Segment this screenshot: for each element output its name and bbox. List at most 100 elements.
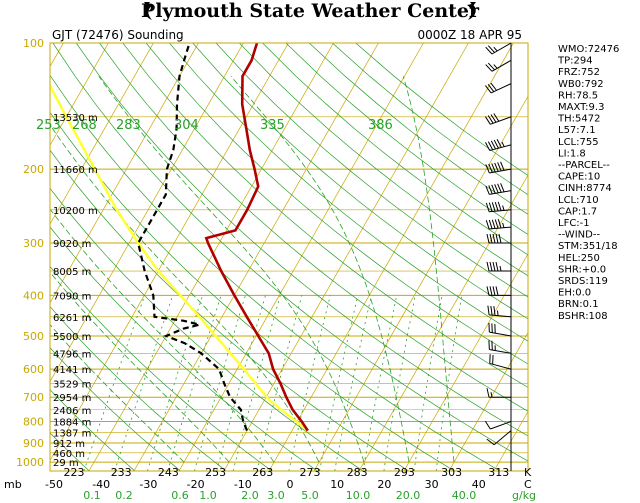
isotherm-line: [178, 43, 424, 471]
dry-adiabat-line: [262, 43, 528, 256]
wind-barb-flag: [489, 233, 493, 244]
temperature-tick-label: 20: [377, 478, 391, 491]
wind-barb: [485, 161, 512, 174]
index-line: LI:1.8: [558, 148, 586, 159]
kelvin-tick-label: 243: [158, 466, 179, 479]
index-line: CINH:8774: [558, 183, 612, 194]
dry-adiabat-line: [75, 43, 528, 437]
wind-barb-flag: [488, 219, 493, 229]
wind-barb-staff: [489, 209, 512, 213]
kelvin-tick-label: 233: [111, 466, 132, 479]
title-logo-right: [467, 2, 476, 20]
wind-barb-staff: [490, 421, 512, 430]
wind-barb-staff: [490, 83, 512, 94]
wind-barb: [484, 113, 512, 125]
pressure-axis-label: mb: [4, 478, 22, 491]
pressure-tick-label: 900: [23, 437, 44, 450]
sounding-traces: [50, 43, 309, 432]
kelvin-tick-label: 223: [64, 466, 85, 479]
temperature-tick-label: -20: [187, 478, 205, 491]
temperature-tick-label: -10: [234, 478, 252, 491]
dry-adiabat-line: [99, 43, 528, 412]
height-label: 7090 m: [53, 291, 91, 302]
dry-adiabat-line: [122, 43, 528, 388]
wind-barb-staff: [489, 168, 512, 174]
index-line: L57:7.1: [558, 125, 596, 136]
dry-adiabat-line: [50, 432, 90, 471]
index-line: HEL:250: [558, 253, 600, 264]
wind-barb-flag: [485, 202, 490, 212]
wind-barb-staff: [491, 59, 512, 72]
wind-barb-flag: [499, 265, 502, 272]
wind-barb-flag: [485, 64, 493, 72]
height-label: 11660 m: [53, 165, 98, 176]
wind-barb: [485, 219, 512, 230]
wind-barb-flag: [491, 219, 496, 229]
indices-panel: WMO:72476TP:294FRZ:752WB0:792RH:78.5MAXT…: [557, 44, 619, 322]
temperature-tick-label: 30: [425, 478, 439, 491]
plot-frame: [49, 42, 529, 472]
wind-barb-flag: [500, 161, 505, 171]
wind-barb-flag: [493, 113, 500, 122]
mixing-ratio-line: [413, 295, 443, 471]
moist-adiabat-line: [50, 271, 230, 463]
mixing-ratio-tick-label: 20.0: [396, 489, 421, 502]
mixing-ratio-line: [114, 295, 174, 471]
pressure-tick-label: 700: [23, 391, 44, 404]
wind-barb-flag: [490, 82, 497, 91]
index-line: CAPE:10: [558, 172, 600, 183]
wind-barb-flag: [487, 84, 495, 92]
height-label: 460 m: [53, 449, 85, 460]
isotherm-grid: [50, 43, 528, 471]
kelvin-axis: 223 233 243 253 263 273 283 293 303 313: [64, 466, 510, 479]
kelvin-tick-label: 283: [347, 466, 368, 479]
wind-barb-flag: [490, 114, 497, 123]
wind-barb: [488, 340, 512, 354]
wind-barb-flag: [497, 201, 502, 211]
wind-barb-flag: [491, 163, 496, 173]
index-line: SHR:+0.0: [558, 264, 606, 275]
chart-title: Plymouth State Weather Center: [141, 0, 480, 22]
wind-barb-flag: [496, 139, 502, 148]
height-label: 6261 m: [53, 313, 91, 324]
isotherm-line: [88, 43, 334, 471]
dry-adiabat-line: [239, 43, 528, 277]
height-label: 29 m: [53, 458, 79, 469]
mixing-ratio-tick-label: 40.0: [452, 489, 477, 502]
pressure-tick-label: 200: [23, 163, 44, 176]
dry-adiabat-line: [50, 305, 227, 471]
index-line: WMO:72476: [558, 44, 619, 55]
wind-barb-flag: [488, 202, 493, 212]
theta-label: 335: [260, 118, 285, 133]
wind-barb-flag: [491, 184, 496, 194]
height-label: 912 m: [53, 439, 85, 450]
theta-labels: 253 268 283 304 335 386: [36, 118, 393, 133]
wind-barb-flag: [494, 162, 499, 172]
wind-barb: [488, 322, 512, 337]
kelvin-axis-label: K: [524, 466, 532, 479]
kelvin-tick-label: 253: [205, 466, 226, 479]
dry-adiabat-line: [215, 43, 528, 298]
wind-barb: [486, 233, 511, 244]
wind-barb-flag: [487, 62, 495, 71]
wind-barb-staff: [489, 362, 512, 370]
wind-barb-flag: [495, 286, 499, 296]
wind-barb-flag: [492, 286, 496, 296]
index-line: --PARCEL--: [558, 160, 610, 171]
wind-barb-staff: [489, 190, 512, 195]
wind-barb-flag: [485, 85, 492, 94]
wind-barb-flag: [498, 233, 502, 244]
index-line: SRDS:119: [558, 276, 608, 287]
mixing-ratio-line: [147, 295, 204, 471]
wind-barb: [486, 388, 511, 398]
height-label: 10200 m: [53, 206, 98, 217]
mixing-ratio-axis-label: g/kg: [512, 489, 536, 502]
wind-barb-flag: [486, 233, 490, 244]
height-label: 4141 m: [53, 365, 91, 376]
wind-barb: [485, 82, 512, 94]
pressure-tick-label: 100: [23, 37, 44, 50]
wind-barb: [486, 261, 511, 272]
mixing-ratio-tick-label: 0.1: [83, 489, 101, 502]
temperature-tick-label: -50: [45, 478, 63, 491]
wind-barb-flag: [494, 219, 499, 229]
